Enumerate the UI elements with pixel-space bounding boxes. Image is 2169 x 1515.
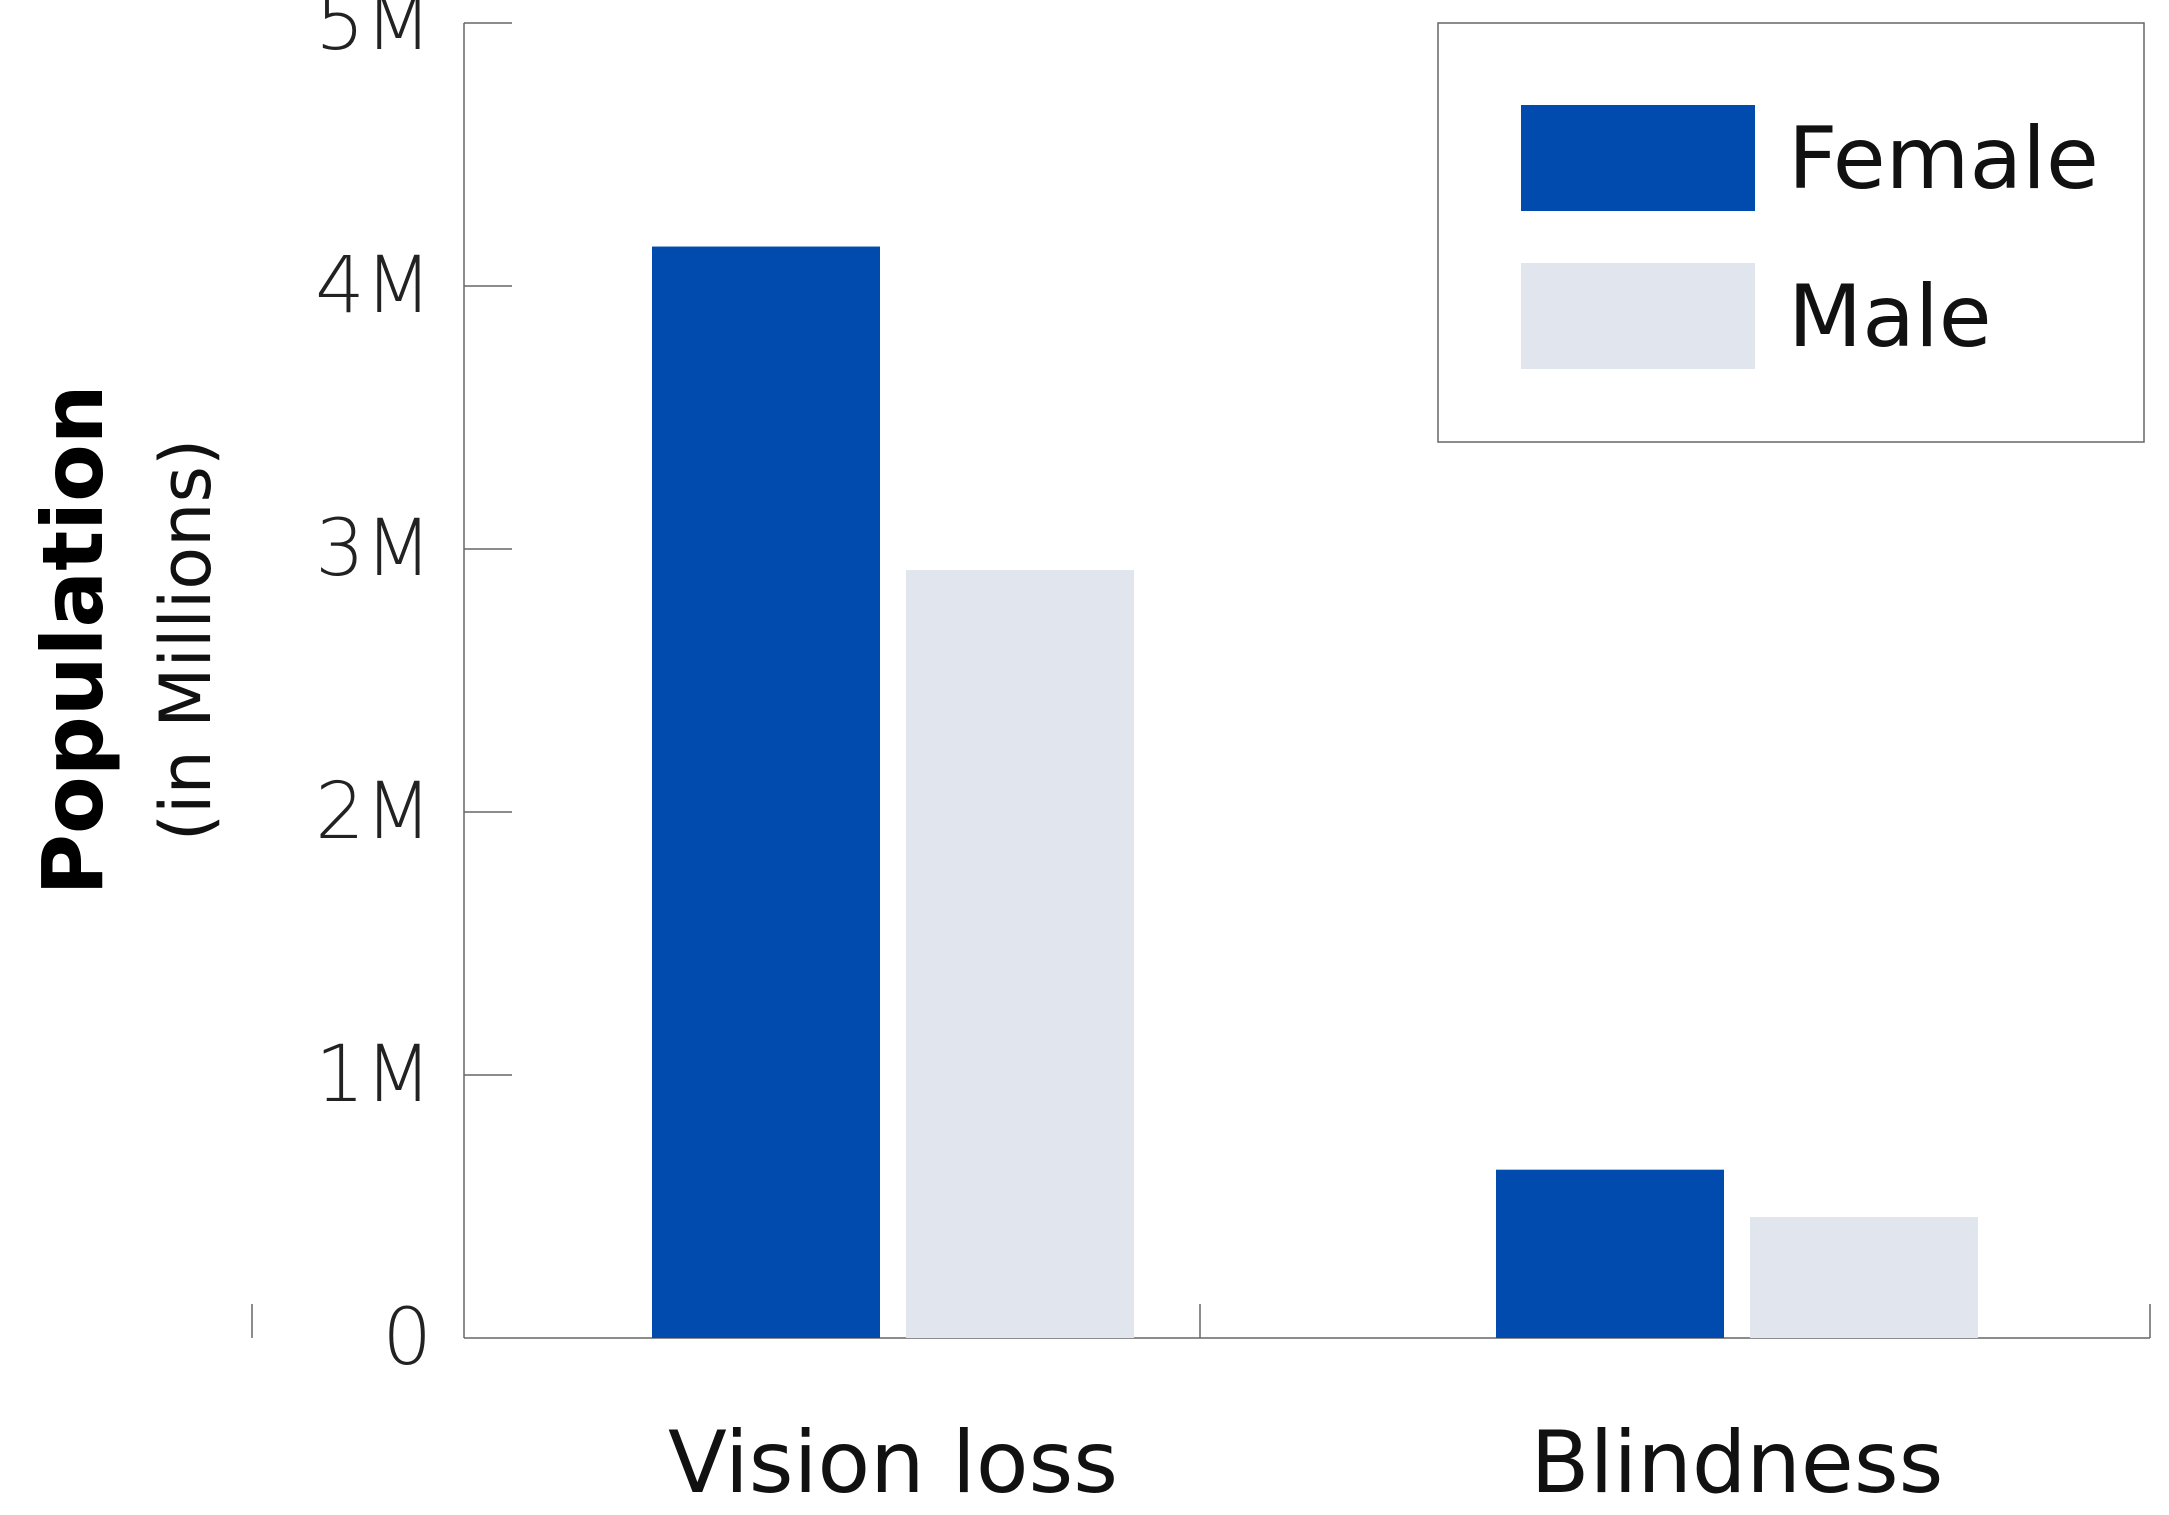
bar-male-0 xyxy=(906,570,1134,1338)
y-axis-sublabel: (in Millions) xyxy=(145,439,227,842)
legend-label-female: Female xyxy=(1788,109,2099,209)
y-tick-label: 5M xyxy=(315,0,432,68)
y-axis-title: Population (in Millions) xyxy=(24,384,227,895)
axes: 0 1M 2M 3M 4M 5M Vision loss Blindness xyxy=(251,0,2151,1513)
legend-box xyxy=(1437,22,2145,443)
y-tick-label: 4M xyxy=(315,241,432,331)
y-tick-label: 3M xyxy=(315,504,432,594)
x-category-label: Vision loss xyxy=(668,1413,1118,1513)
x-category-label: Blindness xyxy=(1531,1413,1944,1513)
legend: Female Male xyxy=(1437,22,2145,443)
bar-male-1 xyxy=(1750,1217,1978,1338)
bar-female-0 xyxy=(652,246,880,1338)
y-axis-label: Population xyxy=(24,384,122,895)
bar-female-1 xyxy=(1496,1169,1724,1338)
bars xyxy=(652,246,1978,1338)
legend-swatch-male xyxy=(1521,263,1755,369)
y-tick-label: 1M xyxy=(315,1030,432,1120)
y-tick-label: 2M xyxy=(315,767,432,857)
legend-label-male: Male xyxy=(1788,267,1992,367)
y-tick-label: 0 xyxy=(382,1293,432,1383)
legend-swatch-female xyxy=(1521,105,1755,211)
